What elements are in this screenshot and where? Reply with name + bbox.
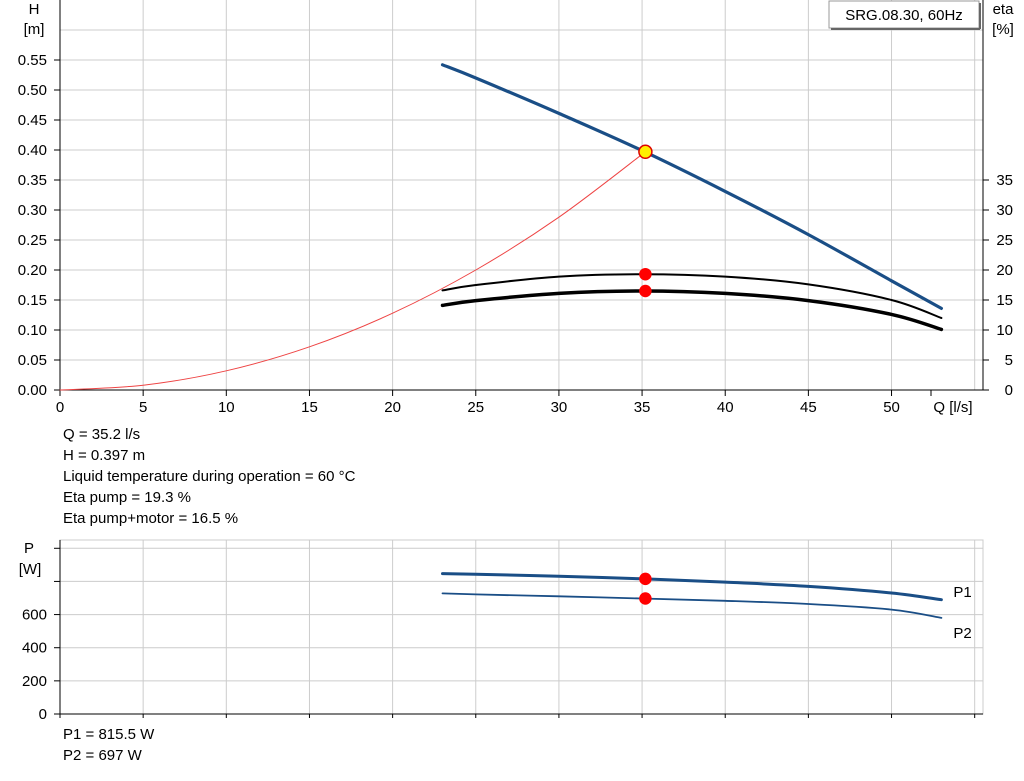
y-tick-label-right: 30 (996, 202, 1013, 219)
y-tick-label-left: 0.50 (18, 82, 47, 99)
power-info: P1 = 815.5 W P2 = 697 W (63, 724, 154, 766)
series-head (440, 63, 943, 310)
series-label-P1: P1 (953, 584, 971, 601)
x-tick-label: 5 (139, 399, 147, 416)
y-tick-label-right: 15 (996, 292, 1013, 309)
y-tick-label-left: 200 (22, 673, 47, 690)
y-tick-label-right: 35 (996, 172, 1013, 189)
y-tick-label-left: 0.55 (18, 52, 47, 69)
y-axis-unit-right: [%] (992, 21, 1014, 38)
plot-area-bottom (59, 539, 984, 715)
x-tick-label: 25 (467, 399, 484, 416)
x-tick-label: 40 (717, 399, 734, 416)
x-tick-label: 15 (301, 399, 318, 416)
series-eta-pump-motor (440, 289, 944, 332)
p1-readout: P1 = 815.5 W (63, 726, 155, 743)
y-tick-label-left: 0.35 (18, 172, 47, 189)
y-tick-label-left: 0.20 (18, 262, 47, 279)
y-tick-label-left: 400 (22, 640, 47, 657)
y-axis-unit-left: [W] (19, 561, 42, 578)
eta-pump-readout: Eta pump = 19.3 % (63, 489, 191, 506)
x-tick-label: 35 (634, 399, 651, 416)
y-tick-label-left: 600 (22, 607, 47, 624)
x-axis-title: Q [l/s] (933, 399, 972, 416)
y-tick-label-right: 0 (1005, 382, 1013, 399)
x-tick-label: 0 (56, 399, 64, 416)
temperature-readout: Liquid temperature during operation = 60… (63, 468, 356, 485)
duty-info: Q = 35.2 l/s H = 0.397 m Liquid temperat… (63, 424, 355, 529)
x-tick-label: 20 (384, 399, 401, 416)
y-axis-title-left: P (24, 540, 34, 557)
x-tick-label: 45 (800, 399, 817, 416)
legend-label: SRG.08.30, 60Hz (845, 7, 963, 24)
y-tick-label-left: 0.05 (18, 352, 47, 369)
x-tick-label: 50 (883, 399, 900, 416)
P2-point (639, 592, 652, 605)
eta-pump-motor-point (639, 284, 652, 298)
y-tick-label-left: 0.40 (18, 142, 47, 159)
y-tick-label-left: 0.25 (18, 232, 47, 249)
series-eta-pump (441, 273, 943, 319)
y-tick-label-left: 0.15 (18, 292, 47, 309)
y-tick-label-left: 0.00 (18, 382, 47, 399)
head-readout: H = 0.397 m (63, 447, 146, 464)
series-P1 (441, 572, 943, 602)
p2-readout: P2 = 697 W (63, 747, 142, 764)
eta-pump-motor-readout: Eta pump+motor = 16.5 % (63, 510, 239, 527)
eta-pump-point (639, 267, 652, 281)
y-axis-unit-left: [m] (24, 21, 45, 38)
series-label-P2: P2 (953, 625, 971, 642)
series-system-curve (59, 151, 646, 391)
flow-readout: Q = 35.2 l/s (63, 426, 141, 443)
x-tick-label: 30 (551, 399, 568, 416)
P1-point (639, 572, 652, 586)
y-axis-title-right: eta (993, 1, 1015, 18)
y-tick-label-right: 10 (996, 322, 1013, 339)
y-axis-title-left: H (29, 1, 40, 18)
duty-point (638, 144, 653, 160)
y-tick-label-left: 0.45 (18, 112, 47, 129)
y-tick-label-left: 0.30 (18, 202, 47, 219)
x-tick-label: 10 (218, 399, 235, 416)
y-tick-label-left: 0.10 (18, 322, 47, 339)
y-tick-label-right: 20 (996, 262, 1013, 279)
y-tick-label-right: 25 (996, 232, 1013, 249)
y-tick-label-right: 5 (1005, 352, 1013, 369)
y-tick-label-left: 0 (39, 706, 47, 723)
plot-area-top (60, 0, 983, 390)
series-P2 (441, 592, 943, 619)
